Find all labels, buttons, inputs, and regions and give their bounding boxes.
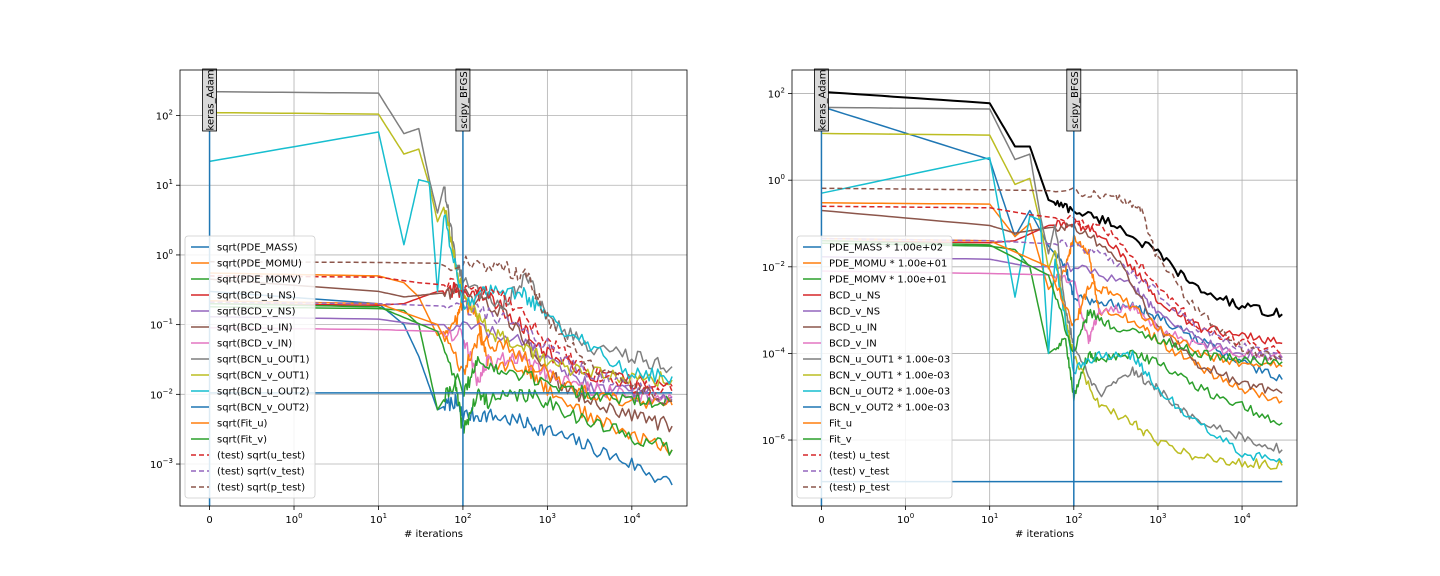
legend-entry: sqrt(BCN_u_OUT2) <box>217 387 310 398</box>
x-tick-label: 103 <box>1149 512 1166 526</box>
series-line--test-sqrt-v-test- <box>209 300 673 403</box>
legend-entry: BCN_v_OUT2 * 1.00e-03 <box>829 403 950 414</box>
x-axis-label: # iterations <box>1015 529 1074 540</box>
right-chart-panel: keras_Adam scipy_BFGS 0 100 101 102 103 104 10−6… <box>762 68 1298 540</box>
legend-entry: BCN_v_OUT1 * 1.00e-03 <box>829 371 950 382</box>
annotation-label: scipy_BFGS <box>1066 68 1082 132</box>
y-tick-label: 10−2 <box>762 260 785 274</box>
x-tick-label: 101 <box>370 512 387 526</box>
legend-entry: sqrt(BCN_v_OUT1) <box>217 371 309 382</box>
y-tick-label: 100 <box>768 173 785 187</box>
legend-entry: PDE_MASS * 1.00e+02 <box>829 243 943 254</box>
series-line-fit-u <box>821 237 1283 368</box>
legend-entry: sqrt(BCD_v_IN) <box>217 339 292 350</box>
series-line-sqrt-fit-v- <box>209 302 673 409</box>
legend-entry: sqrt(BCD_u_NS) <box>217 291 296 302</box>
y-tick-label: 10−3 <box>150 457 173 471</box>
series-line--test-v-test <box>821 237 1283 359</box>
legend-entry: (test) sqrt(u_test) <box>217 451 305 462</box>
legend-entry: (test) sqrt(p_test) <box>217 483 305 494</box>
series-line-bcn-u-out2-1-00e-03 <box>821 156 1283 464</box>
legend-entry: BCD_v_IN <box>829 339 877 350</box>
y-tick-label: 10−1 <box>150 318 173 332</box>
legend-entry: BCD_u_NS <box>829 291 881 302</box>
legend-entry: (test) v_test <box>829 467 889 478</box>
annotation-text: scipy_BFGS <box>1070 71 1081 128</box>
legend-entry: sqrt(PDE_MOMU) <box>217 259 302 270</box>
legend-entry: sqrt(BCN_u_OUT1) <box>217 355 310 366</box>
y-tick-label: 10−4 <box>762 346 786 360</box>
axes-frame <box>791 69 1298 507</box>
series-line-bcd-v-in <box>821 270 1283 362</box>
legend-entry: PDE_MOMU * 1.00e+01 <box>829 259 947 270</box>
legend-entry: sqrt(Fit_u) <box>217 419 268 430</box>
series-line--test-p-test <box>821 187 1283 363</box>
series-line-sqrt-bcd-v-ns- <box>209 315 673 405</box>
x-tick-label: 104 <box>1233 512 1251 526</box>
series-line-fit-v <box>821 239 1283 366</box>
series-line-sqrt-bcn-u-out2- <box>209 131 673 385</box>
x-tick-label: 103 <box>539 512 556 526</box>
legend-entry: Fit_v <box>829 435 852 446</box>
annotation-label: keras_Adam <box>202 68 217 132</box>
legend-entry: sqrt(BCN_v_OUT2) <box>217 403 309 414</box>
legend-entry: BCN_u_OUT1 * 1.00e-03 <box>829 355 950 366</box>
x-tick-label: 102 <box>454 512 471 526</box>
y-tick-label: 102 <box>768 87 785 101</box>
annotation-label: scipy_BFGS <box>455 68 471 132</box>
x-tick-label: 100 <box>897 512 914 526</box>
legend-entry: sqrt(PDE_MOMV) <box>217 275 302 286</box>
x-tick-label: 100 <box>285 512 302 526</box>
series-line-bcn-u-out1-1-00e-03 <box>821 106 1283 454</box>
left-chart-panel: keras_Adam scipy_BFGS 0 100 101 102 103 104 10−3… <box>150 68 688 540</box>
y-tick-label: 10−6 <box>762 433 786 447</box>
legend-entry: sqrt(PDE_MASS) <box>217 243 298 254</box>
legend-entry: Fit_u <box>829 419 852 430</box>
series-line--test-sqrt-u-test- <box>209 275 673 397</box>
x-tick-label: 0 <box>818 515 824 526</box>
legend-entry: sqrt(BCD_v_NS) <box>217 307 296 318</box>
annotation-text: keras_Adam <box>817 70 828 131</box>
legend-entry: sqrt(BCD_u_IN) <box>217 323 293 334</box>
x-tick-label: 104 <box>623 512 641 526</box>
annotation-text: keras_Adam <box>206 70 217 131</box>
series-line-sqrt-bcd-u-in- <box>209 278 673 433</box>
y-tick-label: 102 <box>156 109 173 123</box>
y-tick-label: 100 <box>156 248 173 262</box>
legend-entry: (test) sqrt(v_test) <box>217 467 305 478</box>
legend: PDE_MASS * 1.00e+02 PDE_MOMU * 1.00e+01 PD… <box>796 235 953 499</box>
legend-entry: BCN_u_OUT2 * 1.00e-03 <box>829 387 950 398</box>
legend: sqrt(PDE_MASS) sqrt(PDE_MOMU) sqrt(PDE_MOM… <box>184 235 316 499</box>
x-tick-label: 0 <box>206 515 212 526</box>
annotation-label: keras_Adam <box>814 68 829 132</box>
series-line--test-u-test <box>821 205 1283 354</box>
legend-entry: (test) u_test <box>829 451 890 462</box>
legend-entry: PDE_MOMV * 1.00e+01 <box>829 275 947 286</box>
series-line--test-sqrt-p-test- <box>209 255 673 405</box>
x-tick-label: 101 <box>981 512 998 526</box>
legend-entry: (test) p_test <box>829 483 890 494</box>
legend-entry: BCD_v_NS <box>829 307 880 318</box>
y-tick-label: 101 <box>156 178 173 192</box>
y-tick-label: 10−2 <box>150 387 173 401</box>
series-line-sqrt-fit-u- <box>209 300 673 409</box>
x-axis-label: # iterations <box>404 529 463 540</box>
legend-entry: sqrt(Fit_v) <box>217 435 267 446</box>
axes-frame <box>179 69 688 507</box>
x-tick-label: 102 <box>1065 512 1082 526</box>
annotation-text: scipy_BFGS <box>459 71 470 128</box>
legend-entry: BCD_u_IN <box>829 323 877 334</box>
